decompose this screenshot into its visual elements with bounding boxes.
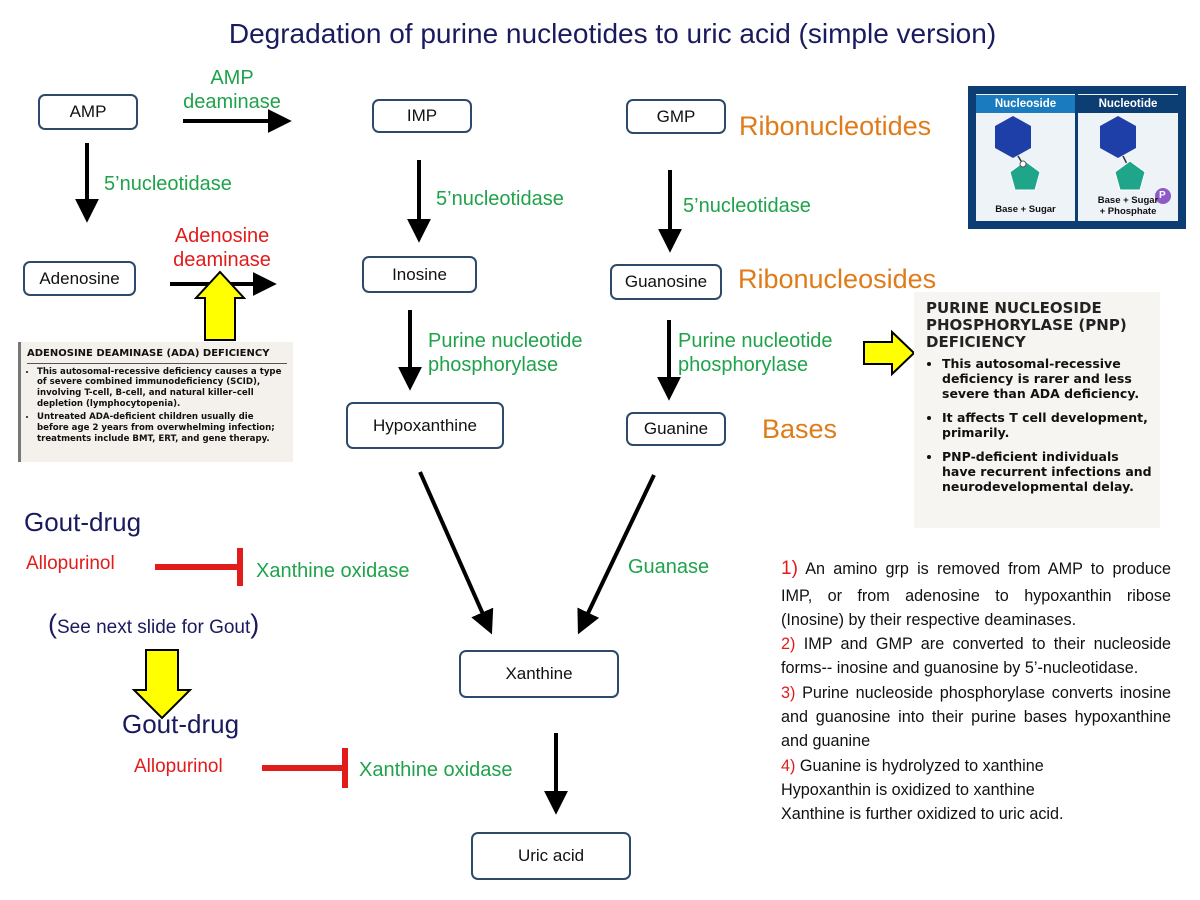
node-gmp: GMP xyxy=(626,99,726,134)
enzyme-pnp-inosine-line2: phosphorylase xyxy=(428,354,559,376)
paren-close: ) xyxy=(250,609,260,639)
note-text: IMP and GMP are converted to their nucle… xyxy=(781,635,1171,678)
note-item: 4) Guanine is hydrolyzed to xanthine xyxy=(781,754,1171,778)
phosphate-label: P xyxy=(1159,190,1166,201)
enzyme-pnp-guanosine-line1: Purine nucleotide xyxy=(678,330,833,352)
enzyme-pnp-guanosine-line2: phosphorylase xyxy=(678,354,809,376)
nucleoside-caption: Base + Sugar xyxy=(995,204,1056,215)
base-hexagon-icon xyxy=(995,116,1031,158)
note-item: 3) Purine nucleoside phosphorylase conve… xyxy=(781,681,1171,754)
pnp-panel-bullet: This autosomal-recessive deficiency is r… xyxy=(942,356,1154,401)
node-uric-acid: Uric acid xyxy=(471,832,631,880)
ada-deficiency-panel: ADENOSINE DEAMINASE (ADA) DEFICIENCY Thi… xyxy=(18,342,293,462)
node-xanthine: Xanthine xyxy=(459,650,619,698)
category-ribonucleosides: Ribonucleosides xyxy=(738,264,937,294)
ada-panel-heading: ADENOSINE DEAMINASE (ADA) DEFICIENCY xyxy=(27,348,287,364)
see-next-slide-note: (See next slide for Gout) xyxy=(48,609,259,640)
gout-drug-label-2: Gout-drug xyxy=(122,709,240,739)
nucleotide-header: Nucleotide xyxy=(1078,95,1178,113)
note-text: Hypoxanthin is oxidized to xanthine xyxy=(781,780,1035,799)
ada-panel-bullet: Untreated ADA-deficient children usually… xyxy=(37,412,287,444)
yellow-arrow-down xyxy=(131,649,193,720)
enzyme-pnp-inosine-line1: Purine nucleotide xyxy=(428,330,583,352)
arrow-hypoxanthine-xanthine xyxy=(418,471,494,635)
explanation-notes: 1) An amino grp is removed from AMP to p… xyxy=(781,555,1171,826)
enzyme-nucleotidase-gmp: 5’nucleotidase xyxy=(683,195,811,217)
node-adenosine: Adenosine xyxy=(23,261,136,296)
yellow-arrow-up xyxy=(193,270,247,341)
sugar-pentagon-icon xyxy=(1009,160,1041,191)
node-guanine: Guanine xyxy=(626,412,726,446)
sugar-pentagon-icon xyxy=(1114,160,1146,191)
enzyme-amp-deaminase-line2: deaminase xyxy=(183,91,281,113)
pnp-panel-bullet: It affects T cell development, primarily… xyxy=(942,410,1154,440)
note-item: Xanthine is further oxidized to uric aci… xyxy=(781,802,1171,826)
arrow-guanine-xanthine xyxy=(577,474,656,635)
enzyme-nucleotidase-imp: 5’nucleotidase xyxy=(436,188,564,210)
inhibition-bar-1 xyxy=(155,548,243,586)
node-amp: AMP xyxy=(38,94,138,130)
inhibition-bar-2 xyxy=(262,748,348,788)
nucleoside-header: Nucleoside xyxy=(976,95,1075,113)
enzyme-adenosine-deaminase: Adenosine deaminase xyxy=(160,224,284,272)
category-bases: Bases xyxy=(762,414,838,444)
pnp-panel-heading: PURINE NUCLEOSIDE PHOSPHORYLASE (PNP) DE… xyxy=(926,299,1127,351)
node-guanosine: Guanosine xyxy=(610,264,722,300)
enzyme-amp-deaminase: AMP deaminase xyxy=(176,66,288,114)
enzyme-amp-deaminase-line1: AMP xyxy=(210,67,254,89)
base-hexagon-icon xyxy=(1100,116,1136,158)
yellow-arrow-right xyxy=(863,329,916,377)
note-text: Xanthine is further oxidized to uric aci… xyxy=(781,805,1064,824)
enzyme-adenosine-deaminase-line1: Adenosine xyxy=(174,225,270,247)
nucleotide-caption: Base + Sugar + Phosphate xyxy=(1078,195,1178,218)
paren-open: ( xyxy=(48,609,57,639)
node-inosine: Inosine xyxy=(362,256,477,293)
category-ribonucleotides: Ribonucleotides xyxy=(739,111,932,141)
pnp-panel-bullet: PNP-deficient individuals have recurrent… xyxy=(942,449,1154,494)
enzyme-guanase: Guanase xyxy=(628,556,710,578)
note-item: Hypoxanthin is oxidized to xanthine xyxy=(781,778,1171,802)
nucleoside-pane xyxy=(976,94,1075,221)
nucleoside-shapes xyxy=(995,116,1171,204)
pnp-deficiency-panel: PURINE NUCLEOSIDE PHOSPHORYLASE (PNP) DE… xyxy=(914,292,1160,528)
page-title: Degradation of purine nucleotides to uri… xyxy=(228,18,997,49)
phosphate-icon xyxy=(1155,188,1171,204)
note-number: 3) xyxy=(781,683,796,702)
node-hypoxanthine: Hypoxanthine xyxy=(346,402,504,449)
note-text: Guanine is hydrolyzed to xanthine xyxy=(795,756,1044,775)
enzyme-xanthine-oxidase-2: Xanthine oxidase xyxy=(359,759,513,781)
allopurinol-label-2: Allopurinol xyxy=(134,756,223,777)
enzyme-pnp-inosine: Purine nucleotide phosphorylase xyxy=(428,329,583,377)
note-number: 4) xyxy=(781,756,796,775)
node-imp: IMP xyxy=(372,99,472,133)
nucleoside-nucleotide-panel: Nucleoside Nucleotide P Base + Sugar Bas… xyxy=(968,86,1186,229)
see-next-text: See next slide for Gout xyxy=(57,617,251,638)
note-item: 2) IMP and GMP are converted to their nu… xyxy=(781,632,1171,681)
note-number: 2) xyxy=(781,635,796,654)
nucleotide-caption-line2: + Phosphate xyxy=(1099,205,1157,217)
enzyme-xanthine-oxidase-1: Xanthine oxidase xyxy=(256,560,410,582)
gout-drug-label-1: Gout-drug xyxy=(24,507,142,537)
note-text: Purine nucleoside phosphorylase converts… xyxy=(781,683,1171,751)
nucleotide-caption-line1: Base + Sugar xyxy=(1097,195,1159,206)
allopurinol-label-1: Allopurinol xyxy=(26,553,115,574)
note-item: 1) An amino grp is removed from AMP to p… xyxy=(781,555,1171,632)
note-text: An amino grp is removed from AMP to prod… xyxy=(781,560,1171,629)
enzyme-adenosine-deaminase-line2: deaminase xyxy=(173,249,271,271)
enzyme-pnp-guanosine: Purine nucleotide phosphorylase xyxy=(678,329,833,377)
ada-panel-bullet: This autosomal-recessive deficiency caus… xyxy=(37,367,287,410)
enzyme-nucleotidase-amp: 5’nucleotidase xyxy=(104,173,232,195)
note-number: 1) xyxy=(781,558,798,579)
